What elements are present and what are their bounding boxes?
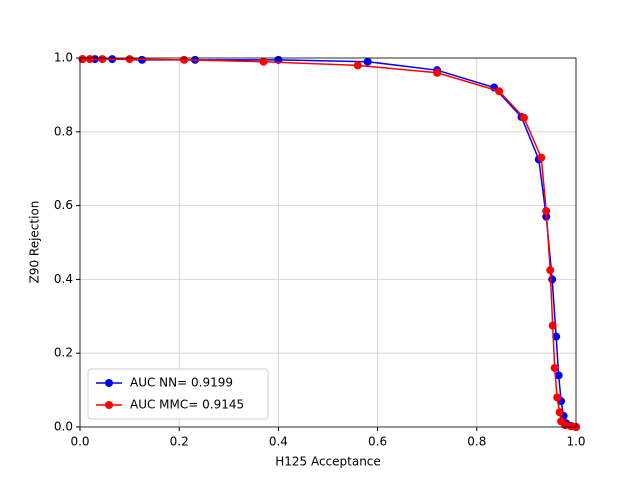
x-axis-label: H125 Acceptance: [275, 455, 381, 469]
data-point: [548, 321, 557, 330]
data-point: [78, 55, 87, 64]
data-point: [259, 57, 268, 66]
data-point: [555, 408, 564, 417]
data-point: [553, 393, 562, 402]
x-tick-label: 1.0: [566, 435, 585, 449]
data-point: [98, 55, 107, 64]
y-tick-label: 0.8: [54, 124, 73, 138]
y-tick-label: 1.0: [54, 51, 73, 65]
data-point: [363, 57, 372, 66]
x-tick-label: 0.4: [269, 435, 288, 449]
y-tick-label: 0.6: [54, 198, 73, 212]
x-tick-label: 0.2: [170, 435, 189, 449]
data-point: [85, 55, 94, 64]
legend: AUC NN= 0.9199 AUC MMC= 0.9145: [87, 368, 269, 420]
data-point: [542, 207, 551, 216]
data-point: [552, 332, 561, 341]
data-point: [537, 153, 546, 162]
data-point: [554, 371, 563, 380]
legend-label: AUC MMC= 0.9145: [130, 398, 244, 412]
x-tick-label: 0.8: [467, 435, 486, 449]
data-point: [546, 266, 555, 275]
data-point: [353, 61, 362, 70]
legend-marker: [105, 379, 113, 387]
y-tick-label: 0.0: [54, 420, 73, 434]
legend-marker: [105, 401, 113, 409]
plot-area: [80, 58, 576, 427]
y-tick-label: 0.4: [54, 272, 73, 286]
x-tick-label: 0.0: [70, 435, 89, 449]
plot-frame: [79, 57, 577, 428]
y-axis-label: Z90 Rejection: [28, 201, 42, 284]
data-point: [495, 87, 504, 96]
data-point: [180, 55, 189, 64]
data-point: [519, 113, 528, 122]
data-point: [550, 363, 559, 372]
legend-label: AUC NN= 0.9199: [130, 376, 233, 390]
legend-box: [87, 368, 269, 420]
data-point: [548, 275, 557, 284]
y-tick-label: 0.2: [54, 346, 73, 360]
data-point: [433, 68, 442, 77]
x-tick-label: 0.6: [368, 435, 387, 449]
data-point: [125, 55, 134, 64]
